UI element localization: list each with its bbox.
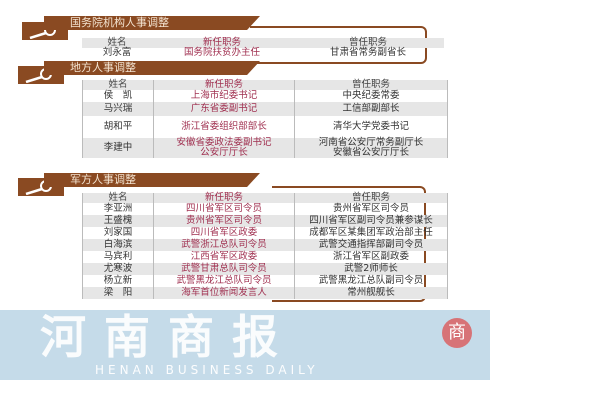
table-cell: 海军首位新闻发言人 (153, 287, 295, 299)
table-cell: 贵州省军区司令员 (294, 203, 448, 215)
table-row: 侯 凯上海市纪委书记 中央纪委常委 (82, 90, 448, 102)
table-cell: 清华大学党委书记 (294, 116, 448, 138)
table: 姓名 新任职务 曾任职务侯 凯上海市纪委书记 中央纪委常委 马兴瑞 广东省委副书记 工信部副… (82, 80, 448, 158)
table-cell: 工信部副部长 (294, 102, 448, 116)
table-cell: 浙江省军区副政委 (294, 251, 448, 263)
table-cell: 安徽省委政法委副书记 公安厅厅长 (153, 138, 295, 158)
column-header: 曾任职务 (294, 193, 448, 203)
table-cell: 国务院扶贫办主任 (183, 47, 260, 58)
table-cell: 侯 凯 (82, 90, 154, 102)
table-cell: 河南省公安厅常务副厅长 安徽省公安厅厅长 (294, 138, 448, 158)
watermark-english: HENAN BUSINESS DAILY (95, 363, 319, 377)
table-cell: 白海滨 (82, 239, 154, 251)
table-cell: 四川省军区政委 (153, 227, 295, 239)
table-row: 白海滨 武警浙江总队司令员 武警交通指挥部副司令员 (82, 239, 448, 251)
column-header: 新任职务 (153, 80, 295, 90)
table-cell: 武警浙江总队司令员 (153, 239, 295, 251)
table-cell: 江西省军区政委 (153, 251, 295, 263)
section-title: 军方人事调整 (44, 173, 260, 187)
table-cell: 刘永富 (102, 47, 132, 58)
table-cell: 武警黑龙江总队司令员 (153, 275, 295, 287)
table-cell: 广东省委副书记 (153, 102, 295, 116)
table-cell: 四川省军区司令员 (153, 203, 295, 215)
table-row: 王盛槐 贵州省军区司令员 四川省军区副司令员兼参谋长 (82, 215, 448, 227)
column-header: 新任职务 (152, 38, 292, 48)
table-cell: 上海市纪委书记 (153, 90, 295, 102)
table-cell: 马宾利 (82, 251, 154, 263)
table-row: 胡和平 浙江省委组织部部长 清华大学党委书记 (82, 116, 448, 138)
table-cell: 浙江省委组织部部长 (153, 116, 295, 138)
table-cell: 王盛槐 (82, 215, 154, 227)
table-cell: 常州舰舰长 (294, 287, 448, 299)
table-row: 梁 阳海军首位新闻发言人 常州舰舰长 (82, 287, 448, 299)
table-row: 李亚洲 四川省军区司令员 贵州省军区司令员 (82, 203, 448, 215)
table-row: 杨立新 武警黑龙江总队司令员 武警黑龙江总队副司令员 (82, 275, 448, 287)
table-cell: 刘家国 (82, 227, 154, 239)
table-cell: 中央纪委常委 (294, 90, 448, 102)
table-cell: 尤寒波 (82, 263, 154, 275)
table-row: 刘家国 四川省军区政委 成都军区某集团军政治部主任 (82, 227, 448, 239)
table-row: 李建中 安徽省委政法委副书记 公安厅厅长 河南省公安厅常务副厅长 安徽省公安厅厅长 (82, 138, 448, 158)
table-row: 尤寒波 武警甘肃总队司令员 武警2师师长 (82, 263, 448, 275)
table-cell: 成都军区某集团军政治部主任 (294, 227, 448, 239)
watermark-text: 河南商报 (40, 310, 296, 364)
table-cell: 四川省军区副司令员兼参谋长 (294, 215, 448, 227)
column-header: 曾任职务 (292, 38, 444, 48)
table-cell: 武警2师师长 (294, 263, 448, 275)
column-header: 姓名 (82, 38, 152, 48)
table-row: 马宾利 江西省军区政委 浙江省军区副政委 (82, 251, 448, 263)
table-header: 姓名 新任职务 曾任职务 (82, 38, 444, 48)
table-row: 马兴瑞 广东省委副书记 工信部副部长 (82, 102, 448, 116)
table-header: 姓名 新任职务 曾任职务 (82, 80, 448, 90)
table-cell: 胡和平 (82, 116, 154, 138)
table-row: 刘永富 国务院扶贫办主任 甘肃省常务副省长 (82, 48, 444, 58)
column-header: 曾任职务 (294, 80, 448, 90)
column-header: 新任职务 (153, 193, 295, 203)
table: 姓名 新任职务 曾任职务 刘永富 国务院扶贫办主任 甘肃省常务副省长 (82, 38, 444, 58)
table-cell: 武警甘肃总队司令员 (153, 263, 295, 275)
column-header: 姓名 (82, 193, 154, 203)
table-cell: 武警黑龙江总队副司令员 (294, 275, 448, 287)
table-cell: 李建中 (82, 138, 154, 158)
table-cell: 杨立新 (82, 275, 154, 287)
section-title: 国务院机构人事调整 (44, 16, 260, 30)
column-header: 姓名 (82, 80, 154, 90)
table-cell: 武警交通指挥部副司令员 (294, 239, 448, 251)
table-cell: 李亚洲 (82, 203, 154, 215)
watermark-band (0, 310, 490, 380)
table-header: 姓名 新任职务 曾任职务 (82, 193, 448, 203)
table: 姓名 新任职务 曾任职务 李亚洲 四川省军区司令员 贵州省军区司令员 王盛槐 贵州省军区司令员… (82, 193, 448, 299)
table-cell: 马兴瑞 (82, 102, 154, 116)
section-title: 地方人事调整 (44, 61, 260, 75)
watermark-seal: 商 (442, 318, 472, 348)
table-cell: 甘肃省常务副省长 (329, 47, 406, 58)
table-cell: 贵州省军区司令员 (153, 215, 295, 227)
table-cell: 梁 阳 (82, 287, 154, 299)
